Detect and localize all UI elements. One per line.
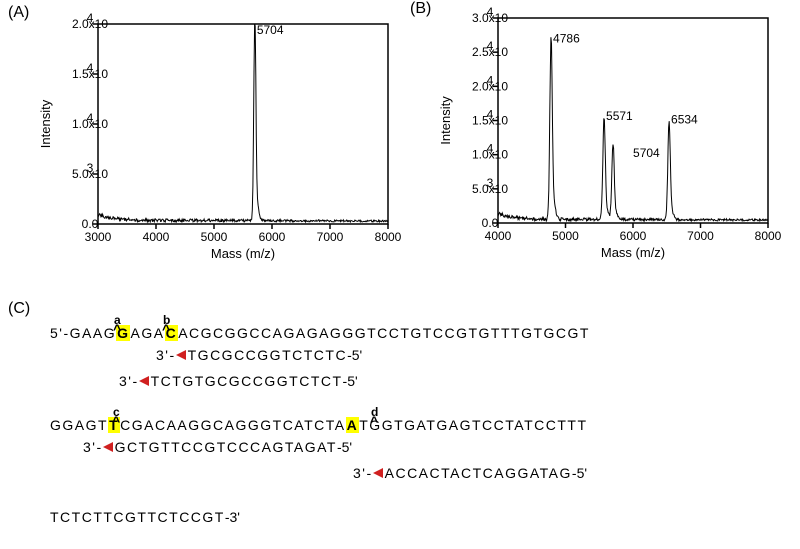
five-prime-end: -5' xyxy=(572,465,587,481)
svg-text:3: 3 xyxy=(487,176,494,190)
red-arrow-icon xyxy=(176,350,186,360)
svg-text:5704: 5704 xyxy=(633,146,660,160)
svg-text:4: 4 xyxy=(487,5,494,19)
svg-text:4000: 4000 xyxy=(485,229,512,243)
three-prime-label: 3'- xyxy=(83,439,103,455)
caret-b: ^ xyxy=(162,318,172,342)
svg-text:8000: 8000 xyxy=(375,230,402,244)
svg-text:4786: 4786 xyxy=(553,32,580,46)
caret-c: ^ xyxy=(112,410,122,434)
seq-text: TCTCTTCGTTCTCCGT xyxy=(50,509,225,525)
seq-text: AGA xyxy=(130,325,164,341)
seq-row3: TCTCTTCGTTCTCCGT-3' xyxy=(50,506,240,530)
panel-c-label: (C) xyxy=(8,300,30,318)
five-prime-label: 5'- xyxy=(50,325,70,341)
five-prime-end: -5' xyxy=(347,347,362,363)
red-arrow-icon xyxy=(139,376,149,386)
seq-row1-probe1: 3'- TGCGCCGGTCTCTC-5' xyxy=(156,344,362,368)
highlight-base-d: A xyxy=(346,417,360,433)
svg-text:Mass (m/z): Mass (m/z) xyxy=(601,245,665,260)
svg-text:0.0: 0.0 xyxy=(482,216,499,230)
svg-text:5000: 5000 xyxy=(201,230,228,244)
svg-text:7000: 7000 xyxy=(687,229,714,243)
red-arrow-icon xyxy=(103,442,113,452)
three-prime-label: 3'- xyxy=(156,347,176,363)
svg-text:Intensity: Intensity xyxy=(38,99,53,148)
svg-text:Intensity: Intensity xyxy=(438,96,453,145)
svg-text:6000: 6000 xyxy=(620,229,647,243)
seq-row1-probe2: 3'- TCTGTGCGCCGGTCTCT-5' xyxy=(119,370,358,394)
seq-row2-top: GGAGTTCGACAAGGCAGGGTCATCTAATGGTGATGAGTCC… xyxy=(50,414,588,438)
seq-row1-top: 5'-GAAGGAGACACGCGGCCAGAGAGGGTCCTGTCCGTGT… xyxy=(50,322,590,346)
seq-text: ACCACTACTCAGGATAG xyxy=(385,465,572,481)
five-prime-end: -5' xyxy=(337,439,352,455)
svg-text:4: 4 xyxy=(87,11,94,25)
svg-text:5704: 5704 xyxy=(257,23,284,37)
svg-text:4: 4 xyxy=(487,39,494,53)
chart-b: 400050006000700080000.05.0x1031.0x1041.5… xyxy=(430,0,795,268)
red-arrow-icon xyxy=(373,468,383,478)
svg-text:6000: 6000 xyxy=(259,230,286,244)
seq-row2-probe4: 3'- ACCACTACTCAGGATAG-5' xyxy=(353,462,587,486)
svg-text:3000: 3000 xyxy=(85,230,112,244)
seq-text: TGCGCCGGTCTCTC xyxy=(188,347,347,363)
seq-text: GAAG xyxy=(70,325,116,341)
seq-row2-probe3: 3'- GCTGTTCCGTCCCAGTAGAT-5' xyxy=(83,436,352,460)
svg-text:8000: 8000 xyxy=(755,229,782,243)
seq-text: CGACAAGGCAGGGTCATCTA xyxy=(120,417,346,433)
seq-text: TGGTGATGAGTCCTATCCTTT xyxy=(359,417,587,433)
svg-text:4000: 4000 xyxy=(143,230,170,244)
svg-text:5000: 5000 xyxy=(552,229,579,243)
svg-text:5571: 5571 xyxy=(606,109,633,123)
svg-text:6534: 6534 xyxy=(671,112,698,126)
three-prime-end: -3' xyxy=(225,509,240,525)
seq-text: GCTGTTCCGTCCCAGTAGAT xyxy=(115,439,337,455)
caret-d: ^ xyxy=(370,410,380,434)
svg-text:3: 3 xyxy=(87,161,94,175)
chart-a: 3000400050006000700080000.05.0x1031.0x10… xyxy=(30,8,410,268)
svg-text:Mass (m/z): Mass (m/z) xyxy=(211,246,275,261)
panel-b-label: (B) xyxy=(410,0,431,18)
five-prime-end: -5' xyxy=(343,373,358,389)
svg-text:4: 4 xyxy=(87,111,94,125)
svg-text:4: 4 xyxy=(87,61,94,75)
seq-text: ACGCGGCCAGAGAGGGTCCTGTCCGTGTTTGTGCGT xyxy=(178,325,590,341)
seq-text: TCTGTGCGCCGGTCTCT xyxy=(151,373,343,389)
caret-a: ^ xyxy=(113,318,123,342)
svg-text:7000: 7000 xyxy=(317,230,344,244)
svg-text:4: 4 xyxy=(487,108,494,122)
svg-text:0.0: 0.0 xyxy=(82,217,99,231)
svg-text:4: 4 xyxy=(487,142,494,156)
seq-text: GGAGT xyxy=(50,417,108,433)
svg-text:4: 4 xyxy=(487,73,494,87)
three-prime-label: 3'- xyxy=(353,465,373,481)
panel-a-label: (A) xyxy=(8,4,29,22)
three-prime-label: 3'- xyxy=(119,373,139,389)
